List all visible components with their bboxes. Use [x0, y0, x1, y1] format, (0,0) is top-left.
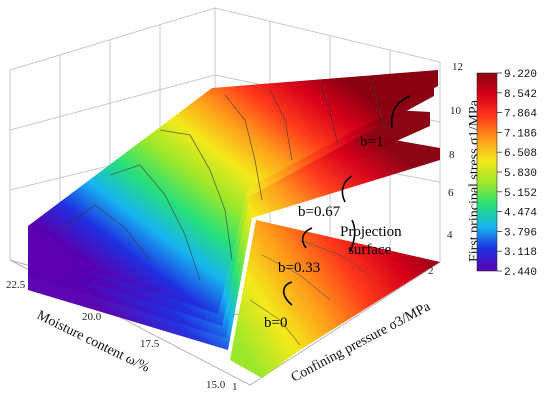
- projection-surface: [230, 220, 440, 378]
- contour-line: [369, 77, 386, 129]
- z-tick: 12: [452, 61, 463, 73]
- contour-lines: [59, 77, 386, 281]
- grid-line: [9, 74, 216, 131]
- colorbar-tick-label: 5.152: [504, 188, 537, 200]
- arrow-b-0: [282, 281, 293, 306]
- x-tick: 20.0: [82, 311, 102, 323]
- contour-line: [261, 254, 331, 301]
- y-tick: 1: [232, 381, 238, 393]
- z-tick: 6: [448, 187, 454, 199]
- contour-line: [299, 239, 371, 276]
- surface-group: [28, 70, 440, 350]
- colorbar-tick-label: 3.796: [504, 227, 537, 239]
- surface-b-1: [28, 70, 438, 314]
- colorbar: 9.220 8.542 7.864 7.186 6.508 5.830 5.152 4.474…: [476, 69, 537, 279]
- colorbar-tick-label: 7.186: [504, 128, 537, 140]
- colorbar-ticks: 9.220 8.542 7.864 7.186 6.508 5.830 5.152 4.474…: [497, 69, 537, 279]
- z-tick: 4: [447, 229, 453, 241]
- contour-line: [319, 83, 339, 146]
- contour-line: [269, 89, 293, 161]
- x-tick: 15.0: [206, 379, 226, 391]
- colorbar-gradient-bar: [476, 72, 498, 272]
- colorbar-tick-label: 4.474: [504, 208, 537, 220]
- label-b-0: b=0: [264, 315, 287, 331]
- colorbar-tick-label: 6.508: [504, 148, 537, 160]
- label-b-1: b=1: [360, 134, 383, 150]
- arrow-b-1: [390, 95, 411, 129]
- colorbar-tick-label: 2.440: [504, 267, 537, 279]
- colorbar-tick-label: 3.118: [504, 247, 537, 259]
- z-tick: 10: [450, 105, 462, 117]
- x-tick: 22.5: [6, 279, 26, 291]
- colorbar-tick-label: 8.542: [504, 89, 537, 101]
- arrow-b-067: [341, 175, 353, 203]
- projection-label-line1: Projection: [340, 224, 402, 240]
- contour-line: [159, 129, 233, 261]
- annotation-arrows: [282, 95, 411, 306]
- z-tick: 8: [449, 149, 455, 161]
- colorbar-tick-label: 5.830: [504, 168, 537, 180]
- projection-label-line2: surface: [348, 242, 392, 258]
- projection-contours: [249, 239, 371, 346]
- arrow-projection: [349, 219, 356, 253]
- contour-line: [59, 204, 151, 261]
- arrow-b-033: [301, 227, 313, 249]
- contour-line: [249, 299, 301, 346]
- label-b-067: b=0.67: [298, 204, 341, 220]
- contour-line: [109, 164, 201, 281]
- label-b-033: b=0.33: [278, 260, 320, 276]
- colorbar-tick-label: 7.864: [504, 109, 537, 121]
- x-tick: 17.5: [140, 338, 160, 350]
- colorbar-tick-label: 9.220: [504, 69, 537, 81]
- y-tick: 2: [428, 265, 434, 277]
- contour-line: [224, 94, 263, 201]
